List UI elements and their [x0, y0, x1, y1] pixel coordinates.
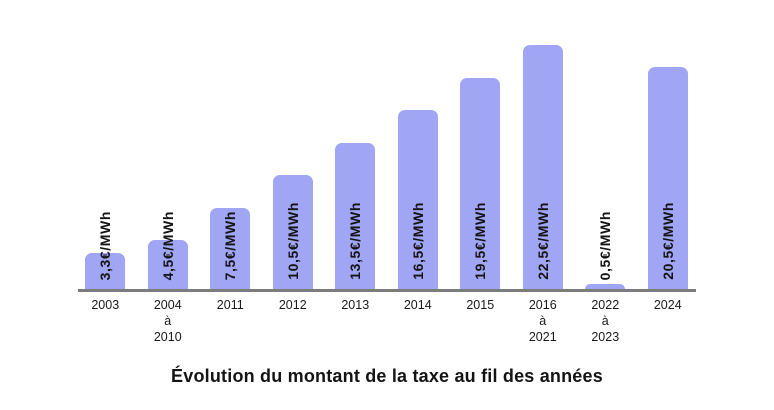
bar-value-label: 0,5€/MWh — [597, 210, 614, 280]
bar-2011 — [210, 207, 251, 289]
bar-value-label: 4,5€/MWh — [159, 210, 176, 280]
bar-column-2022 à 2023: 0,5€/MWh — [574, 45, 637, 289]
bar-value-label: 13,5€/MWh — [347, 202, 364, 280]
bar-column-2015: 19,5€/MWh — [449, 45, 512, 289]
bar-value-label: 3,3€/MWh — [97, 210, 114, 280]
bar-value-label: 7,5€/MWh — [222, 210, 239, 280]
bar-2022 à 2023 — [585, 283, 626, 289]
bar-value-label: 19,5€/MWh — [472, 202, 489, 280]
bar-column-2011: 7,5€/MWh — [199, 45, 262, 289]
chart-title: Évolution du montant de la taxe au fil d… — [171, 366, 603, 386]
bar-2012 — [272, 175, 313, 289]
x-axis-label-2003: 2003 — [91, 298, 120, 312]
x-axis-label-2012: 2012 — [278, 298, 307, 312]
bar-value-label: 20,5€/MWh — [659, 202, 676, 280]
x-axis-label-2013: 2013 — [341, 298, 370, 312]
bar-2013 — [335, 142, 376, 289]
x-axis-label-2011: 2011 — [216, 298, 244, 312]
x-axis-label-2024: 2024 — [653, 298, 682, 312]
bar-2004 à 2010 — [147, 240, 188, 289]
bar-column-2024: 20,5€/MWh — [637, 45, 700, 289]
x-axis-labels: 2003 2004 à 2010 2011 2012 2013 2014 2015 2016 à 20… — [74, 297, 699, 345]
x-axis-label-2014: 2014 — [403, 298, 432, 312]
x-axis-label-2022 à 2023: 2022 à 2023 — [591, 298, 620, 344]
bar-2024 — [647, 66, 688, 289]
x-axis-line — [78, 289, 696, 292]
bar-value-label: 22,5€/MWh — [534, 202, 551, 280]
bar-value-label: 10,5€/MWh — [284, 202, 301, 280]
bar-column-2016 à 2021: 22,5€/MWh — [512, 45, 575, 289]
x-axis-label-2016 à 2021: 2016 à 2021 — [528, 298, 557, 344]
bar-column-2003: 3,3€/MWh — [74, 45, 137, 289]
bar-column-2012: 10,5€/MWh — [262, 45, 325, 289]
x-axis-label-2004 à 2010: 2004 à 2010 — [153, 298, 182, 344]
bar-2014 — [397, 110, 438, 289]
bar-2015 — [460, 77, 501, 289]
x-axis-label-2015: 2015 — [466, 298, 495, 312]
bar-2016 à 2021 — [522, 45, 563, 289]
bar-column-2004 à 2010: 4,5€/MWh — [137, 45, 200, 289]
bar-column-2014: 16,5€/MWh — [387, 45, 450, 289]
bar-2003 — [85, 253, 126, 289]
bar-column-2013: 13,5€/MWh — [324, 45, 387, 289]
bar-value-label: 16,5€/MWh — [409, 202, 426, 280]
plot-area: 3,3€/MWh 4,5€/MWh 7,5€/MWh 10,5€/MWh 13,5€/M… — [74, 45, 699, 289]
